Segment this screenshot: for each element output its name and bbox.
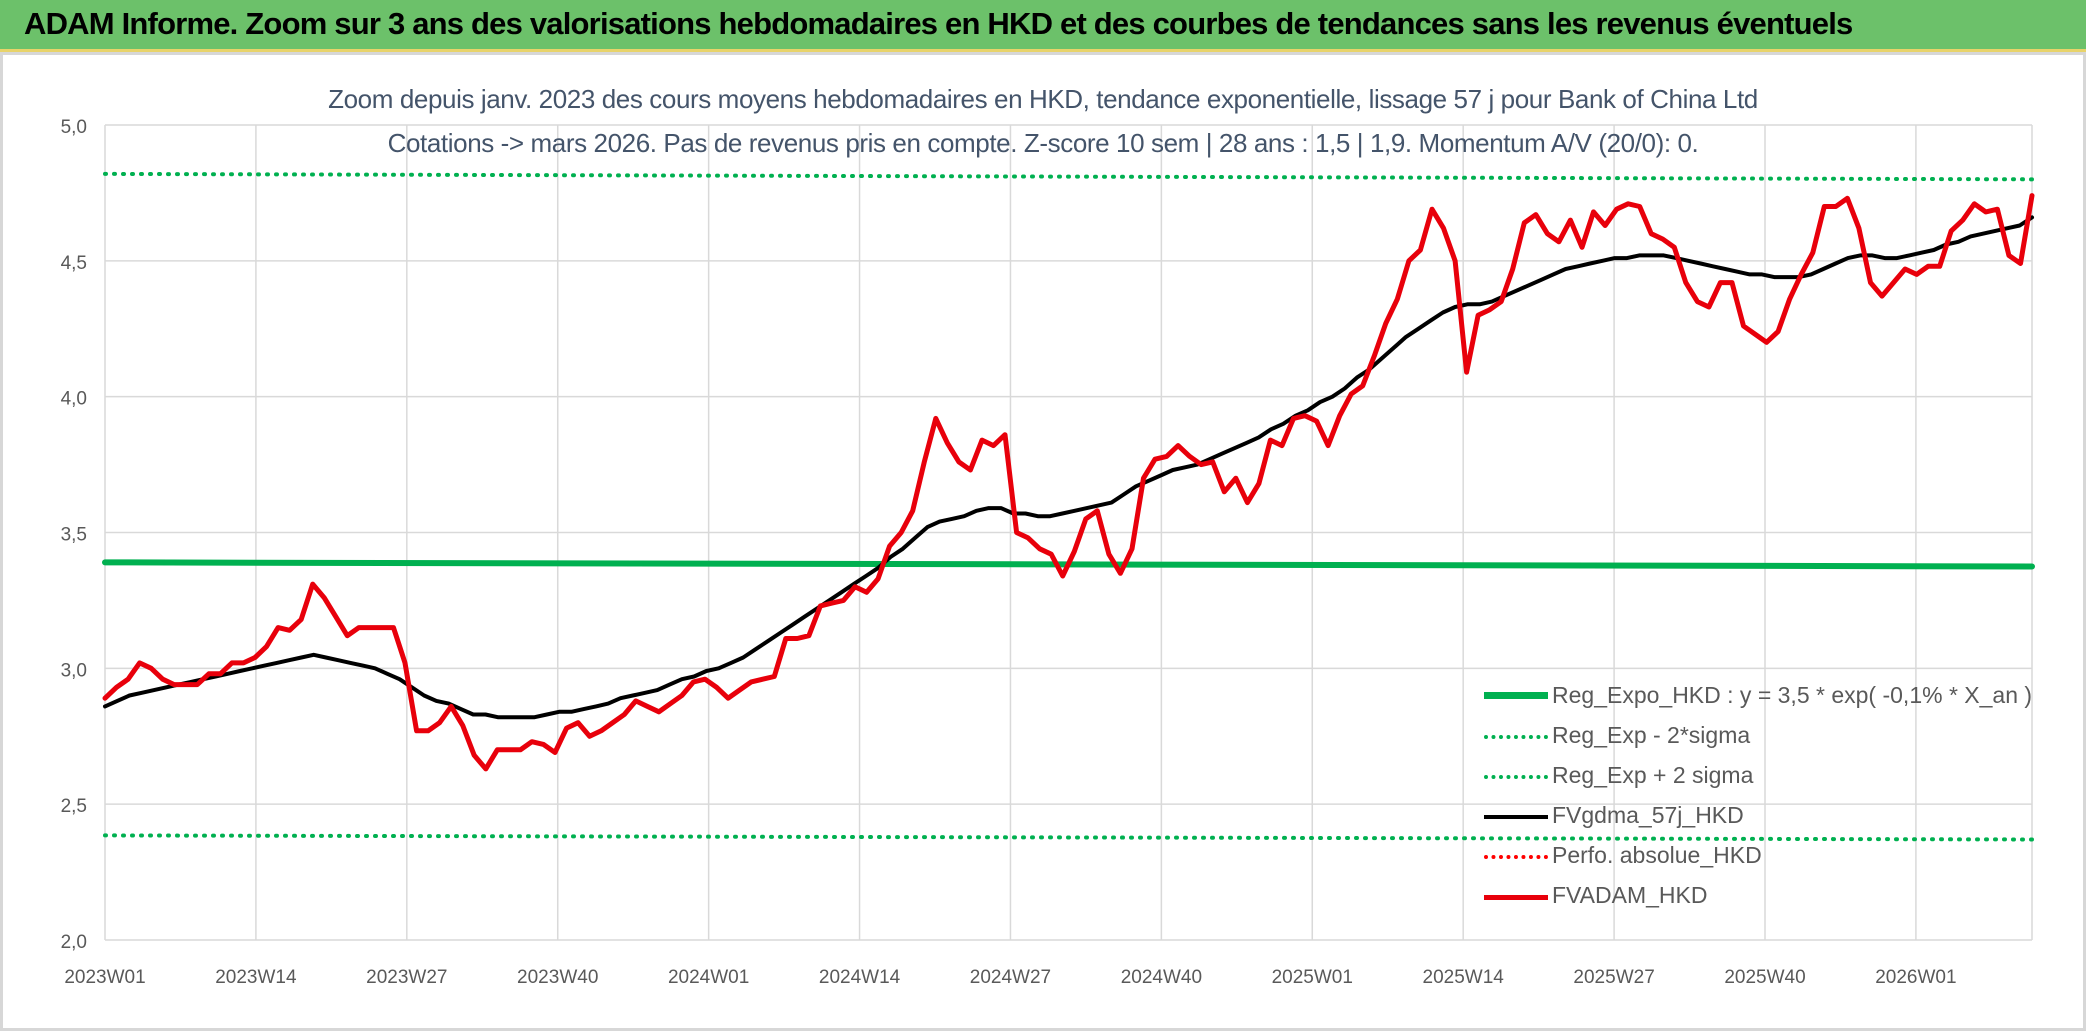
x-tick-label: 2023W27 — [366, 967, 447, 988]
chart-title-line-1: Zoom depuis janv. 2023 des cours moyens … — [328, 84, 1758, 114]
legend-label: Reg_Exp + 2 sigma — [1552, 762, 1754, 788]
legend-item-perfo: Perfo. absolue_HKD — [1484, 836, 2044, 876]
y-tick-label: 4,5 — [61, 253, 87, 274]
y-tick-label: 2,5 — [61, 796, 87, 817]
legend-item-fvgdma: FVgdma_57j_HKD — [1484, 796, 2044, 836]
y-tick-label: 3,0 — [61, 660, 87, 681]
series-reg-plus-2sigma — [103, 171, 2034, 182]
y-tick-label: 3,5 — [61, 525, 87, 546]
legend-label: FVADAM_HKD — [1552, 882, 1708, 908]
x-tick-label: 2025W14 — [1423, 967, 1505, 988]
y-tick-label: 2,0 — [61, 932, 87, 953]
x-tick-label: 2025W40 — [1724, 967, 1805, 988]
chart-legend: Reg_Expo_HKD : y = 3,5 * exp( -0,1% * X_… — [1484, 676, 2044, 916]
legend-swatch-dotted-red — [1484, 855, 1548, 859]
x-tick-label: 2026W01 — [1875, 967, 1956, 988]
legend-item-fvadam: FVADAM_HKD — [1484, 876, 2044, 916]
y-tick-label: 5,0 — [61, 117, 87, 138]
x-tick-label: 2024W40 — [1121, 967, 1202, 988]
legend-swatch-dotted-green — [1484, 735, 1548, 739]
legend-label: Reg_Exp - 2*sigma — [1552, 722, 1751, 748]
chart-title-line-2: Cotations -> mars 2026. Pas de revenus p… — [387, 128, 1699, 158]
series-fvadam — [102, 193, 2035, 772]
legend-item-reg-minus: Reg_Exp - 2*sigma — [1484, 716, 2044, 756]
x-tick-label: 2025W27 — [1573, 967, 1654, 988]
legend-label: Reg_Expo_HKD : y = 3,5 * exp( -0,1% * X_… — [1552, 682, 2033, 708]
x-tick-label: 2024W14 — [819, 967, 901, 988]
series-reg-minus-2sigma — [103, 833, 2034, 842]
legend-item-reg-expo: Reg_Expo_HKD : y = 3,5 * exp( -0,1% * X_… — [1484, 676, 2044, 716]
report-title: ADAM Informe. Zoom sur 3 ans des valoris… — [24, 6, 1853, 41]
legend-swatch-dotted-green — [1484, 775, 1548, 779]
legend-item-reg-plus: Reg_Exp + 2 sigma — [1484, 756, 2044, 796]
legend-label: Perfo. absolue_HKD — [1552, 842, 1762, 868]
x-tick-label: 2023W40 — [517, 967, 598, 988]
series-fvgdma-57j — [103, 215, 2034, 720]
x-tick-label: 2023W01 — [64, 967, 145, 988]
report-banner: ADAM Informe. Zoom sur 3 ans des valoris… — [0, 0, 2086, 52]
legend-swatch-solid-green — [1484, 692, 1548, 699]
x-tick-label: 2025W01 — [1272, 967, 1353, 988]
legend-label: FVgdma_57j_HKD — [1552, 802, 1744, 828]
x-tick-label: 2024W01 — [668, 967, 749, 988]
x-tick-label: 2023W14 — [215, 967, 297, 988]
x-tick-label: 2024W27 — [970, 967, 1051, 988]
legend-swatch-solid-red — [1484, 895, 1548, 900]
chart-frame — [0, 52, 2086, 1031]
y-tick-label: 4,0 — [61, 389, 87, 410]
legend-swatch-solid-black — [1484, 815, 1548, 819]
